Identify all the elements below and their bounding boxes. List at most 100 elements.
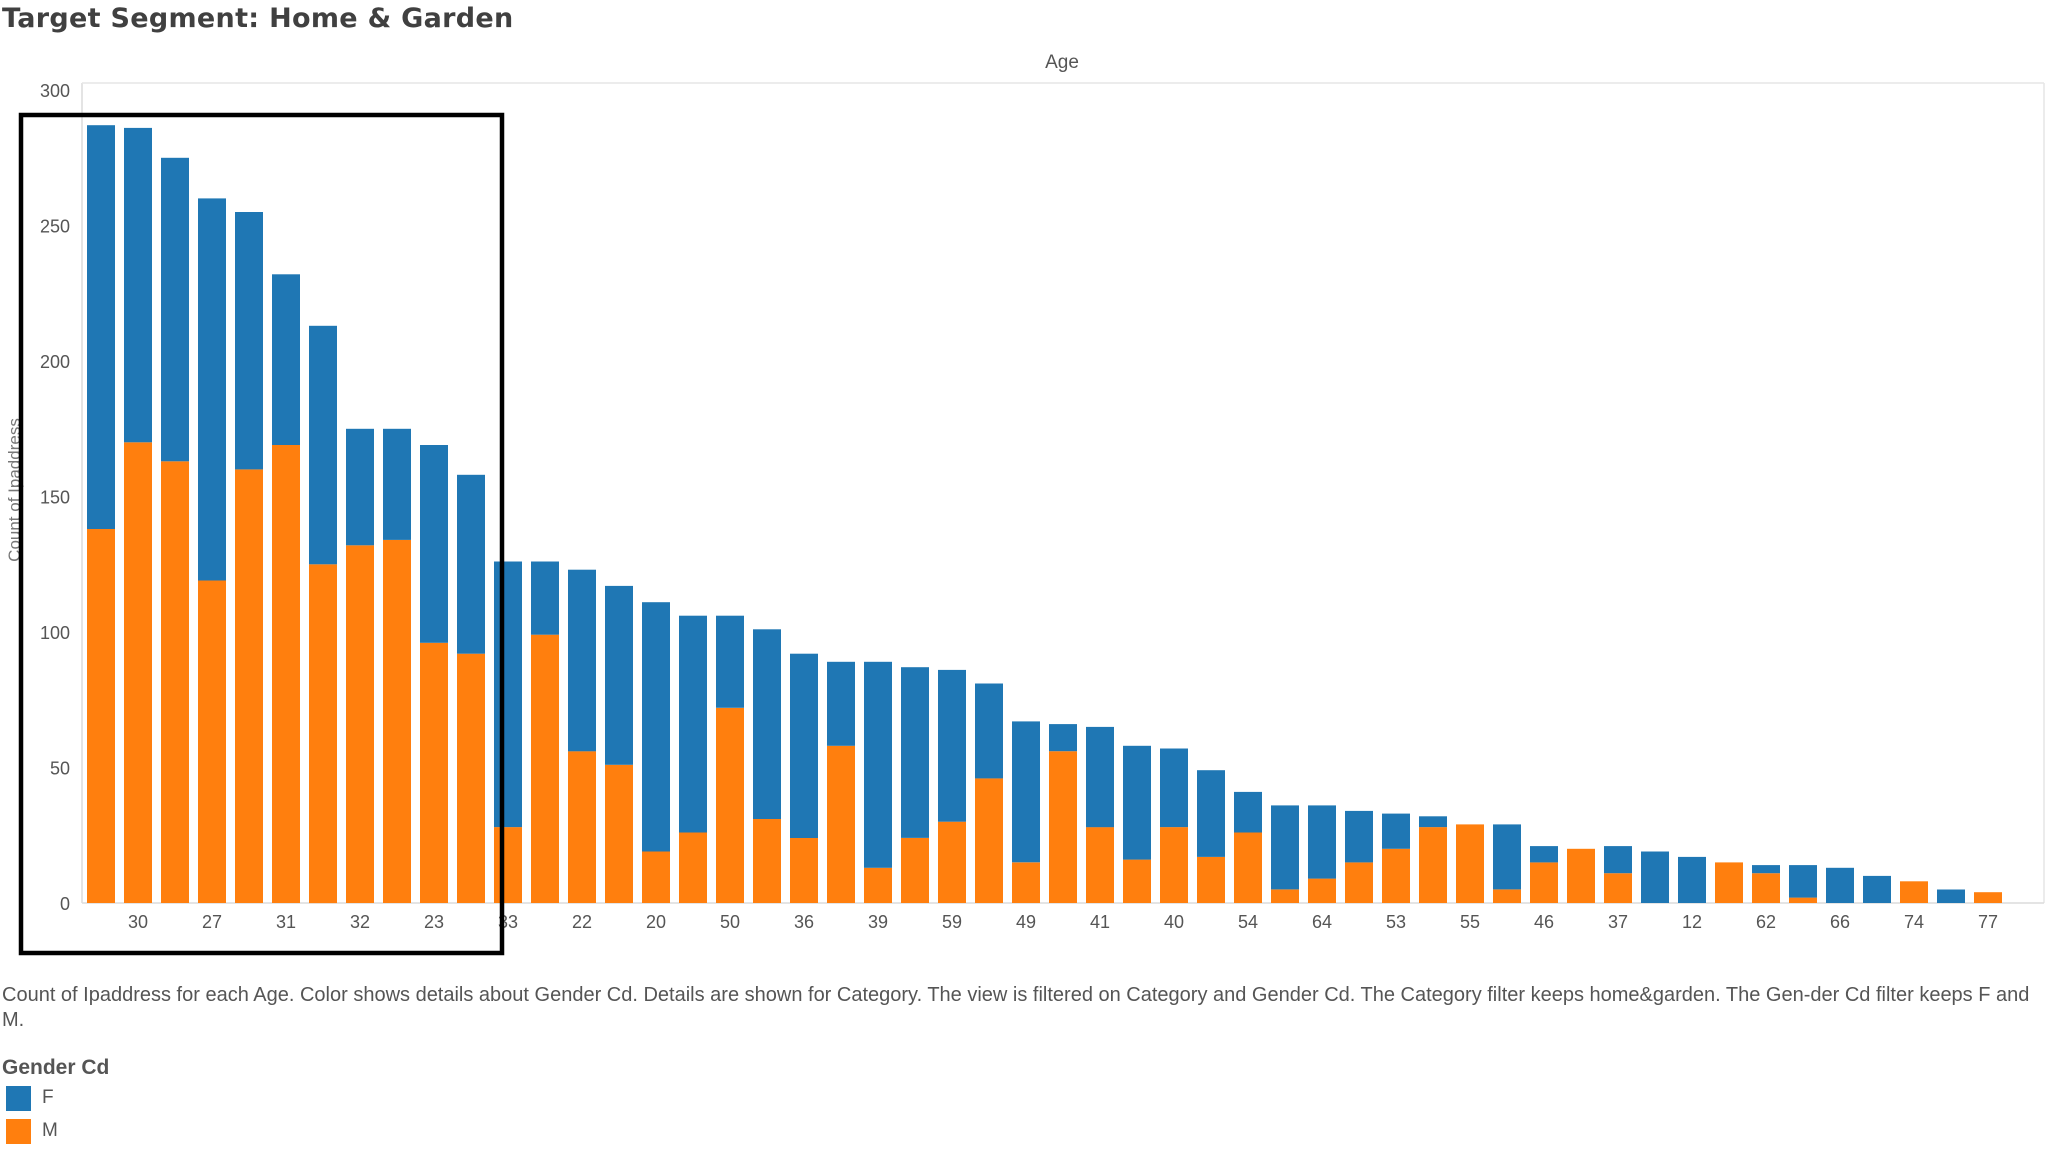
bar-segment-f-64[interactable]: [1271, 805, 1299, 890]
bar-segment-f-26[interactable]: [235, 212, 263, 470]
y-tick-label: 150: [40, 488, 70, 508]
bar-segment-f-17[interactable]: [938, 669, 966, 822]
bar-segment-f-53[interactable]: [1345, 810, 1373, 863]
bar-segment-m-75[interactable]: [1900, 881, 1928, 903]
bar-segment-f-59[interactable]: [901, 667, 929, 838]
bar-segment-m-42[interactable]: [1086, 827, 1114, 903]
bar-segment-f-21[interactable]: [494, 561, 522, 828]
bar-segment-f-27[interactable]: [198, 198, 226, 581]
bar-segment-f-66[interactable]: [1789, 865, 1817, 898]
bar-segment-m-66[interactable]: [1789, 897, 1817, 903]
bar-segment-f-41[interactable]: [1049, 724, 1077, 752]
bar-segment-f-30[interactable]: [124, 127, 152, 443]
bar-segment-m-24[interactable]: [383, 539, 411, 903]
bar-segment-f-23[interactable]: [420, 445, 448, 643]
bar-segment-m-35[interactable]: [642, 851, 670, 904]
bar-segment-f-34[interactable]: [568, 569, 596, 752]
bar-segment-f-20[interactable]: [605, 585, 633, 765]
bar-segment-m-37[interactable]: [1567, 848, 1595, 903]
bar-segment-m-62[interactable]: [1715, 862, 1743, 903]
bar-segment-m-45[interactable]: [1234, 832, 1262, 904]
bar-segment-m-23[interactable]: [420, 642, 448, 903]
bar-segment-f-50[interactable]: [679, 615, 707, 833]
bar-segment-m-43[interactable]: [1160, 827, 1188, 903]
bar-segment-m-80[interactable]: [1974, 892, 2002, 903]
bar-segment-f-44[interactable]: [1012, 721, 1040, 863]
bar-segment-m-30[interactable]: [124, 442, 152, 903]
bar-segment-m-60[interactable]: [1604, 873, 1632, 903]
bar-segment-f-39[interactable]: [827, 661, 855, 746]
bar-segment-f-18[interactable]: [864, 661, 892, 868]
bar-segment-m-40[interactable]: [1123, 859, 1151, 903]
bar-segment-f-43[interactable]: [1160, 748, 1188, 828]
bar-segment-f-35[interactable]: [642, 602, 670, 852]
y-tick-label: 0: [60, 894, 70, 914]
bar-segment-m-18[interactable]: [864, 867, 892, 903]
bar-segment-f-54[interactable]: [1197, 770, 1225, 857]
bar-segment-m-31[interactable]: [272, 445, 300, 903]
x-tick-label: 54: [1238, 912, 1258, 932]
bar-segment-m-20[interactable]: [605, 764, 633, 903]
bar-segment-m-54[interactable]: [1197, 856, 1225, 903]
bar-segment-f-67[interactable]: [1752, 865, 1780, 874]
x-tick-label: 50: [720, 912, 740, 932]
bar-segment-f-48[interactable]: [1382, 813, 1410, 849]
bar-segment-m-19[interactable]: [716, 707, 744, 903]
bar-segment-f-31[interactable]: [272, 274, 300, 445]
bar-segment-m-29[interactable]: [87, 529, 115, 903]
bar-segment-f-29[interactable]: [87, 125, 115, 529]
bar-segment-m-38[interactable]: [790, 838, 818, 903]
bar-segment-m-55[interactable]: [1419, 827, 1447, 903]
bar-segment-m-53[interactable]: [1345, 862, 1373, 903]
bar-segment-f-58[interactable]: [1678, 856, 1706, 903]
bar-segment-f-45[interactable]: [1234, 791, 1262, 833]
bar-segment-f-77[interactable]: [1937, 889, 1965, 904]
bar-segment-m-47[interactable]: [1308, 878, 1336, 903]
bar-segment-f-33[interactable]: [457, 474, 485, 654]
bar-segment-m-39[interactable]: [827, 745, 855, 903]
bar-segment-f-70[interactable]: [1826, 867, 1854, 903]
legend-swatch-f: [6, 1086, 31, 1111]
bar-segment-f-55[interactable]: [1419, 816, 1447, 828]
bar-segment-m-25[interactable]: [309, 564, 337, 904]
bar-segment-m-17[interactable]: [938, 821, 966, 903]
bar-segment-m-28[interactable]: [161, 461, 189, 903]
bar-segment-m-48[interactable]: [1382, 848, 1410, 903]
bar-segment-f-60[interactable]: [1604, 846, 1632, 874]
bar-segment-m-67[interactable]: [1752, 873, 1780, 903]
bar-segment-f-42[interactable]: [1086, 726, 1114, 828]
bar-segment-m-32[interactable]: [346, 545, 374, 903]
bar-segment-m-21[interactable]: [494, 827, 522, 903]
bar-segment-f-47[interactable]: [1308, 805, 1336, 879]
bar-segment-f-12[interactable]: [1641, 851, 1669, 904]
bar-segment-f-49[interactable]: [975, 683, 1003, 779]
bar-segment-f-46[interactable]: [1493, 824, 1521, 890]
bar-segment-f-24[interactable]: [383, 428, 411, 540]
bar-segment-m-50[interactable]: [679, 832, 707, 904]
bar-segment-m-46[interactable]: [1493, 889, 1521, 904]
bar-segment-f-36[interactable]: [753, 629, 781, 819]
bar-segment-m-44[interactable]: [1012, 862, 1040, 903]
bar-segment-m-57[interactable]: [1530, 862, 1558, 903]
bar-segment-f-57[interactable]: [1530, 846, 1558, 863]
bar-segment-f-25[interactable]: [309, 325, 337, 565]
bar-segment-f-22[interactable]: [531, 561, 559, 635]
bar-segment-f-19[interactable]: [716, 615, 744, 708]
bar-segment-m-59[interactable]: [901, 838, 929, 903]
bar-segment-f-28[interactable]: [161, 157, 189, 462]
bar-segment-m-52[interactable]: [1456, 824, 1484, 903]
bar-segment-m-27[interactable]: [198, 580, 226, 904]
bar-segment-m-64[interactable]: [1271, 889, 1299, 904]
bar-segment-f-38[interactable]: [790, 653, 818, 838]
bar-segment-m-49[interactable]: [975, 778, 1003, 903]
bar-segment-m-33[interactable]: [457, 653, 485, 903]
bar-segment-f-74[interactable]: [1863, 875, 1891, 903]
bar-segment-f-40[interactable]: [1123, 745, 1151, 860]
bar-segment-m-22[interactable]: [531, 634, 559, 903]
legend-swatch-m: [6, 1119, 31, 1144]
bar-segment-m-34[interactable]: [568, 751, 596, 903]
bar-segment-m-26[interactable]: [235, 469, 263, 903]
bar-segment-m-36[interactable]: [753, 819, 781, 903]
bar-segment-f-32[interactable]: [346, 428, 374, 546]
bar-segment-m-41[interactable]: [1049, 751, 1077, 903]
